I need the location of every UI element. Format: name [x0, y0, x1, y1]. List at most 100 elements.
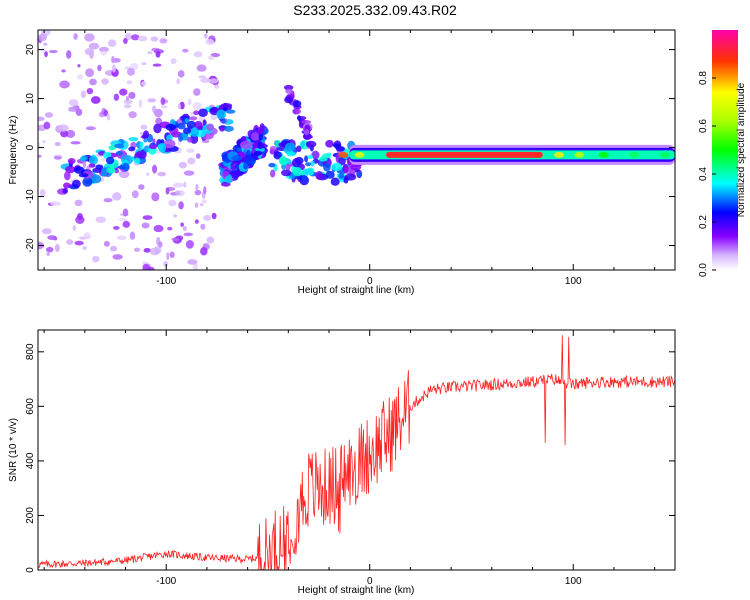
rising-branch-blob — [194, 120, 203, 129]
noise-blob — [195, 153, 201, 159]
noise-blob — [166, 252, 170, 261]
short-branch-blob — [231, 155, 243, 161]
rising-branch-blob — [177, 122, 186, 130]
noise-blob — [118, 217, 128, 222]
noise-blob — [112, 254, 123, 260]
noise-blob — [107, 39, 117, 47]
noise-blob — [118, 170, 130, 179]
rising-branch-blob — [202, 119, 207, 126]
noise-blob — [75, 108, 83, 116]
noise-blob — [183, 232, 194, 237]
onset-blob — [325, 139, 334, 148]
noise-blob — [142, 215, 153, 220]
spectrogram-xlabel: Height of straight line (km) — [298, 285, 415, 296]
noise-blob — [214, 84, 220, 89]
noise-blob — [151, 192, 160, 202]
snr-xlabel: Height of straight line (km) — [298, 585, 415, 596]
hook-blob — [285, 88, 293, 94]
noise-blob — [205, 38, 215, 46]
noise-blob — [204, 33, 208, 39]
onset-blob — [330, 177, 340, 186]
onset-blob — [280, 169, 292, 177]
noise-blob — [203, 214, 212, 221]
noise-blob — [153, 224, 164, 233]
snr-ylabel: SNR (10 * v/v) — [8, 418, 19, 482]
short-branch-blob — [225, 174, 233, 184]
noise-blob — [72, 225, 76, 231]
chart-title: S233.2025.332.09.43.R02 — [293, 2, 457, 18]
noise-blob — [119, 88, 128, 96]
noise-blob — [59, 80, 70, 89]
hook-blob — [303, 129, 310, 136]
noise-blob — [41, 228, 52, 235]
rising-branch-blob — [134, 157, 141, 165]
noise-blob — [97, 64, 102, 72]
noise-blob — [177, 103, 182, 110]
noise-blob — [65, 129, 76, 138]
rising-branch-blob — [118, 165, 127, 170]
noise-blob — [200, 77, 211, 83]
rising-branch-blob — [64, 171, 71, 181]
noise-blob — [133, 247, 141, 252]
rising-branch-blob — [225, 109, 236, 114]
spectrogram-frame — [37, 29, 676, 271]
noise-blob — [54, 141, 61, 146]
snr-series-line — [38, 335, 675, 570]
noise-blob — [196, 64, 207, 72]
noise-blob — [159, 38, 168, 44]
noise-blob — [43, 121, 51, 130]
hook-blob — [294, 108, 301, 115]
short-branch-blob — [257, 143, 268, 149]
noise-blob — [82, 159, 87, 169]
noise-blob — [140, 124, 148, 130]
noise-blob — [183, 170, 195, 176]
noise-blob — [73, 33, 78, 40]
colorbar-tick-label: 0.8 — [698, 71, 709, 85]
noise-blob — [128, 91, 136, 99]
noise-blob — [210, 114, 218, 121]
noise-blob — [43, 42, 48, 46]
noise-blob — [84, 33, 95, 42]
snr-xtick-label: 0 — [367, 576, 373, 587]
onset-blob — [311, 150, 320, 160]
rising-branch-blob — [78, 173, 89, 178]
onset-blob — [305, 162, 312, 167]
noise-blob — [126, 67, 135, 76]
onset-blob — [310, 160, 315, 167]
noise-blob — [158, 241, 163, 248]
onset-blob — [269, 145, 277, 151]
short-branch-blob — [239, 140, 252, 150]
noise-blob — [187, 157, 196, 165]
noise-blob — [182, 48, 189, 53]
snr-panel — [38, 335, 675, 570]
onset-blob — [286, 151, 296, 157]
noise-blob — [198, 75, 207, 79]
noise-blob — [122, 208, 129, 217]
rising-branch-blob — [165, 123, 176, 131]
noise-blob — [76, 74, 84, 80]
noise-blob — [39, 189, 46, 198]
noise-blob — [201, 199, 207, 204]
noise-blob — [147, 266, 155, 270]
onset-blob — [268, 162, 276, 168]
rising-branch-blob — [62, 187, 68, 194]
short-branch-blob — [243, 161, 249, 170]
rising-branch-blob — [108, 145, 117, 151]
noise-blob — [131, 190, 139, 199]
noise-blob — [92, 255, 100, 263]
noise-blob — [38, 154, 42, 158]
spectrogram-ytick-label: -10 — [25, 189, 36, 204]
noise-blob — [122, 220, 131, 228]
noise-blob — [141, 81, 147, 87]
noise-blob — [95, 216, 107, 223]
noise-blob — [90, 96, 101, 104]
noise-blob — [141, 222, 150, 229]
noise-blob — [187, 259, 198, 265]
hook-blob — [284, 96, 294, 104]
noise-blob — [149, 247, 161, 256]
noise-blob — [137, 35, 148, 42]
noise-blob — [103, 240, 110, 247]
onset-blob — [304, 155, 309, 163]
noise-blob — [182, 226, 187, 231]
noise-blob — [125, 96, 130, 101]
